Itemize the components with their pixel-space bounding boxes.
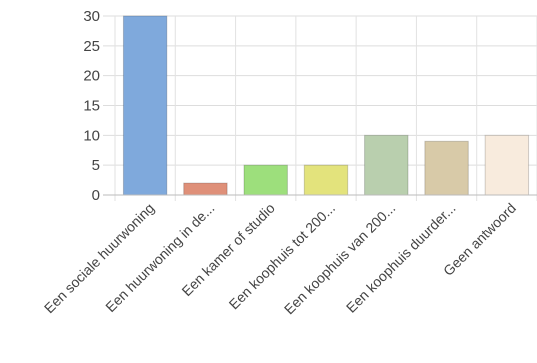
y-tick-label: 0: [92, 187, 100, 204]
bar[interactable]: [243, 164, 288, 196]
x-tick-label: Een koophuis van 200...: [281, 200, 399, 318]
bar[interactable]: [122, 15, 168, 196]
bar[interactable]: [424, 140, 469, 196]
y-tick-label: 25: [83, 38, 100, 55]
bar[interactable]: [364, 134, 409, 196]
bar[interactable]: [303, 164, 349, 196]
x-tick-label: Een koophuis tot 200...: [226, 200, 339, 313]
y-tick-label: 5: [92, 157, 100, 174]
y-axis-ticks: 0 5 10 15 20 25 30: [83, 8, 100, 204]
y-tick-label: 10: [83, 127, 100, 144]
bar[interactable]: [183, 182, 228, 196]
y-tick-label: 15: [83, 98, 100, 115]
y-tick-label: 30: [83, 8, 100, 25]
bars: [122, 15, 530, 196]
x-tick-label: Een sociale huurwoning: [41, 200, 157, 316]
y-tick-label: 20: [83, 68, 100, 85]
x-tick-label: Een huurwoning in de...: [102, 200, 217, 315]
bar[interactable]: [484, 134, 530, 196]
x-tick-label: Een koophuis duurder...: [343, 200, 459, 316]
grid-lines: [103, 15, 537, 201]
